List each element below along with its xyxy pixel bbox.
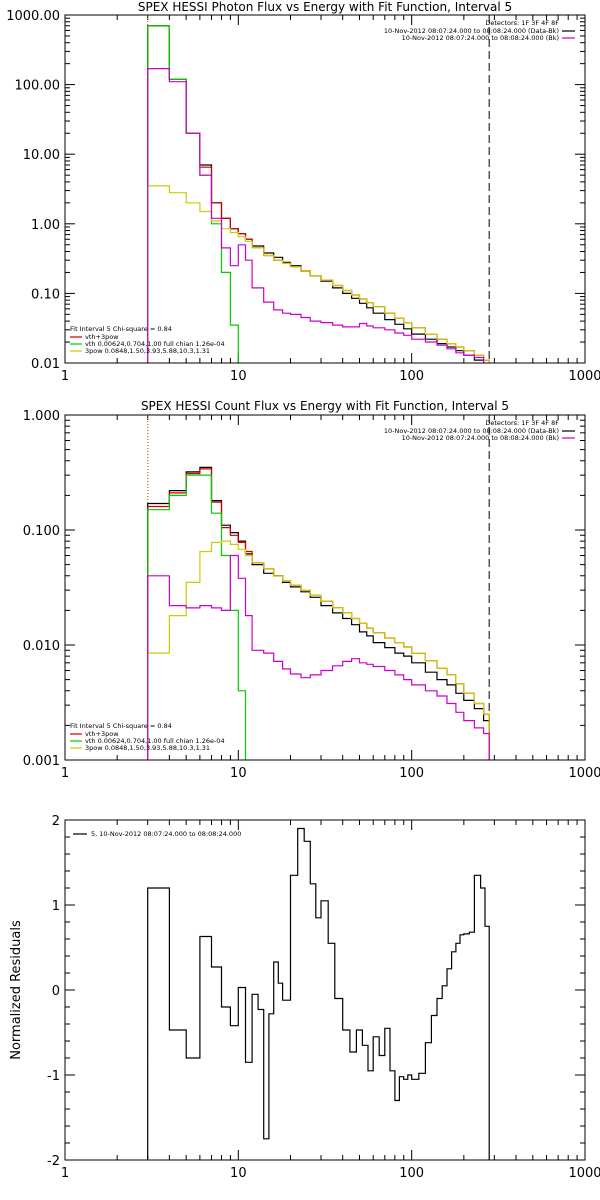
legend-entry-label: vth+3pow [85, 333, 119, 341]
y-tick-label: 1000.00 [6, 9, 60, 24]
legend-header: Detectors: 1F 3F 4F 8F [485, 419, 559, 427]
series-bk [147, 68, 485, 363]
y-axis-label: Normalized Residuals [9, 920, 24, 1060]
legend-entry-label: 5, 10-Nov-2012 08:07:24.000 to 08:08:24.… [91, 830, 241, 838]
x-tick-label: 100 [399, 369, 424, 384]
legend-top-left: 5, 10-Nov-2012 08:07:24.000 to 08:08:24.… [73, 830, 241, 838]
series-vth-3pow [147, 468, 490, 760]
chart-title: SPEX HESSI Photon Flux vs Energy with Fi… [138, 0, 512, 14]
series-residuals [147, 827, 490, 1160]
plot-area [147, 415, 490, 760]
x-tick-label: 1 [61, 369, 69, 384]
x-tick-label: 10 [230, 766, 247, 781]
y-tick-label: 0.10 [31, 287, 60, 302]
legend-entry-label: 3pow 0.0848,1.50,3.93,5.88,10.3,1.31 [85, 347, 210, 355]
x-tick-label: 1000 [568, 766, 600, 781]
y-tick-label: 10.00 [23, 148, 60, 163]
y-tick-label: -1 [47, 1069, 60, 1084]
y-tick-label: 1.000 [23, 409, 60, 424]
x-tick-label: 1 [61, 1166, 69, 1181]
legend-entry-label: 10-Nov-2012 08:07:24.000 to 08:08:24.000… [384, 27, 559, 35]
chart-panel-1: SPEX HESSI Photon Flux vs Energy with Fi… [6, 0, 600, 384]
legend-header: Detectors: 1F 3F 4F 8F [485, 19, 559, 27]
legend-entry-label: vth 0.00624,0.704,1.00 full chian 1.26e-… [85, 340, 225, 348]
legend-header: Fit Interval 5 Chi-square = 0.84 [70, 722, 172, 730]
x-tick-label: 100 [399, 1166, 424, 1181]
plot-frame [64, 14, 586, 364]
legend-entry-label: vth+3pow [85, 730, 119, 738]
x-tick-label: 1 [61, 766, 69, 781]
legend-bottom-left: Fit Interval 5 Chi-square = 0.84vth+3pow… [70, 325, 225, 355]
y-tick-label: -2 [47, 1154, 60, 1169]
y-tick-label: 0.01 [31, 357, 60, 372]
legend-entry-label: 3pow 0.0848,1.50,3.93,5.88,10.3,1.31 [85, 744, 210, 752]
plot-area [147, 827, 490, 1160]
y-tick-label: 0.100 [23, 524, 60, 539]
series-vth-3pow [147, 25, 490, 363]
chart-title: SPEX HESSI Count Flux vs Energy with Fit… [141, 399, 509, 413]
legend-entry-label: 10-Nov-2012 08:07:24.000 to 08:08:24.000… [402, 434, 559, 442]
series-vth [147, 474, 247, 760]
y-tick-label: 2 [52, 814, 60, 829]
x-tick-label: 10 [230, 1166, 247, 1181]
x-tick-label: 100 [399, 766, 424, 781]
series-3pow [147, 540, 490, 760]
plot-area [147, 15, 490, 363]
series-data-bk [147, 466, 490, 760]
legend-entry-label: 10-Nov-2012 08:07:24.000 to 08:08:24.000… [384, 427, 559, 435]
plot-frame [64, 819, 586, 1161]
chart-panel-2: SPEX HESSI Count Flux vs Energy with Fit… [23, 399, 600, 781]
series-data-bk [147, 25, 485, 363]
x-tick-label: 1000 [568, 1166, 600, 1181]
y-tick-label: 1 [52, 899, 60, 914]
legend-entry-label: vth 0.00624,0.704,1.00 full chian 1.26e-… [85, 737, 225, 745]
y-tick-label: 100.00 [15, 79, 61, 94]
y-tick-label: 0 [52, 984, 60, 999]
y-tick-label: 1.00 [31, 218, 60, 233]
x-tick-label: 10 [230, 369, 247, 384]
plot-frame [64, 414, 586, 761]
series-bk [147, 554, 490, 760]
chart-panel-3: 1 10 100 1000 -2 -1 0 1 2 Normalized Residuals 5, … [9, 814, 600, 1181]
legend-entry-label: 10-Nov-2012 08:07:24.000 to 08:08:24.000… [402, 34, 559, 42]
y-tick-label: 0.001 [23, 754, 60, 769]
y-tick-label: 0.010 [23, 639, 60, 654]
legend-bottom-left: Fit Interval 5 Chi-square = 0.84vth+3pow… [70, 722, 225, 752]
legend-header: Fit Interval 5 Chi-square = 0.84 [70, 325, 172, 333]
x-tick-label: 1000 [568, 369, 600, 384]
